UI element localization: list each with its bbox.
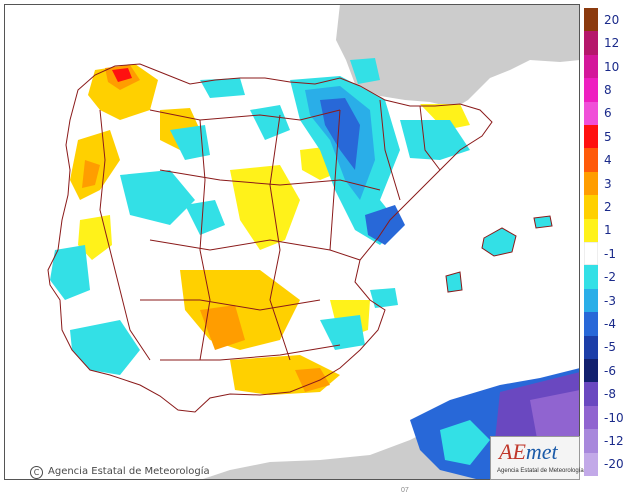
legend-label: -10: [604, 410, 624, 425]
aemet-logo: AEmet Agencia Estatal de Meteorología: [490, 436, 584, 480]
france-land: [336, 4, 580, 108]
legend-label: 12: [604, 36, 620, 51]
legend-label: -20: [604, 457, 624, 472]
legend-swatch: [584, 195, 598, 219]
bottom-tick: 07: [401, 487, 409, 494]
color-legend: 20 12 10 8 6 5 4 3 2 1 -1 -2 -3 -4 -5 -6 -8 -10 -12 -20: [582, 8, 630, 478]
legend-swatch: [584, 452, 598, 476]
menorca: [534, 216, 552, 228]
logo-wordmark: AEmet: [499, 439, 558, 465]
map-credit: C Agencia Estatal de Meteorología: [30, 466, 210, 479]
legend-label: 6: [604, 106, 612, 121]
logo-word-b: met: [525, 439, 558, 464]
legend-label: 1: [604, 223, 612, 238]
legend-swatch: [584, 54, 598, 79]
ibiza: [446, 272, 462, 292]
legend-label: 2: [604, 199, 612, 214]
credit-text: Agencia Estatal de Meteorología: [48, 466, 210, 477]
legend-swatch: [584, 8, 598, 32]
mallorca: [482, 228, 516, 256]
legend-label: -5: [604, 340, 616, 355]
legend-swatch: [584, 359, 598, 383]
logo-subtitle: Agencia Estatal de Meteorología: [497, 468, 584, 474]
legend-swatch: [584, 78, 598, 102]
legend-label: -2: [604, 270, 616, 285]
legend-swatch: [584, 171, 598, 196]
legend-swatch: [584, 101, 598, 125]
legend-swatch: [584, 265, 598, 289]
legend-swatch: [584, 148, 598, 172]
copyright-icon: C: [30, 466, 43, 479]
legend-swatch: [584, 218, 598, 242]
legend-label: 5: [604, 129, 612, 144]
legend-label: 10: [604, 59, 620, 74]
legend-swatch: [584, 312, 598, 336]
legend-label: -4: [604, 316, 616, 331]
legend-swatch: [584, 429, 598, 453]
legend-swatch: [584, 288, 598, 313]
legend-swatch: [584, 31, 598, 55]
legend-label: 4: [604, 153, 612, 168]
legend-label: -6: [604, 363, 616, 378]
legend-label: -1: [604, 246, 616, 261]
legend-label: 20: [604, 12, 620, 27]
legend-label: 3: [604, 176, 612, 191]
legend-swatch: [584, 242, 598, 266]
legend-label: -3: [604, 293, 616, 308]
legend-label: -8: [604, 387, 616, 402]
legend-label: -12: [604, 433, 624, 448]
legend-swatch: [584, 382, 598, 406]
logo-word-a: AE: [499, 439, 526, 464]
legend-swatch: [584, 405, 598, 430]
legend-swatch: [584, 335, 598, 359]
legend-label: 8: [604, 82, 612, 97]
legend-swatch: [584, 125, 598, 149]
